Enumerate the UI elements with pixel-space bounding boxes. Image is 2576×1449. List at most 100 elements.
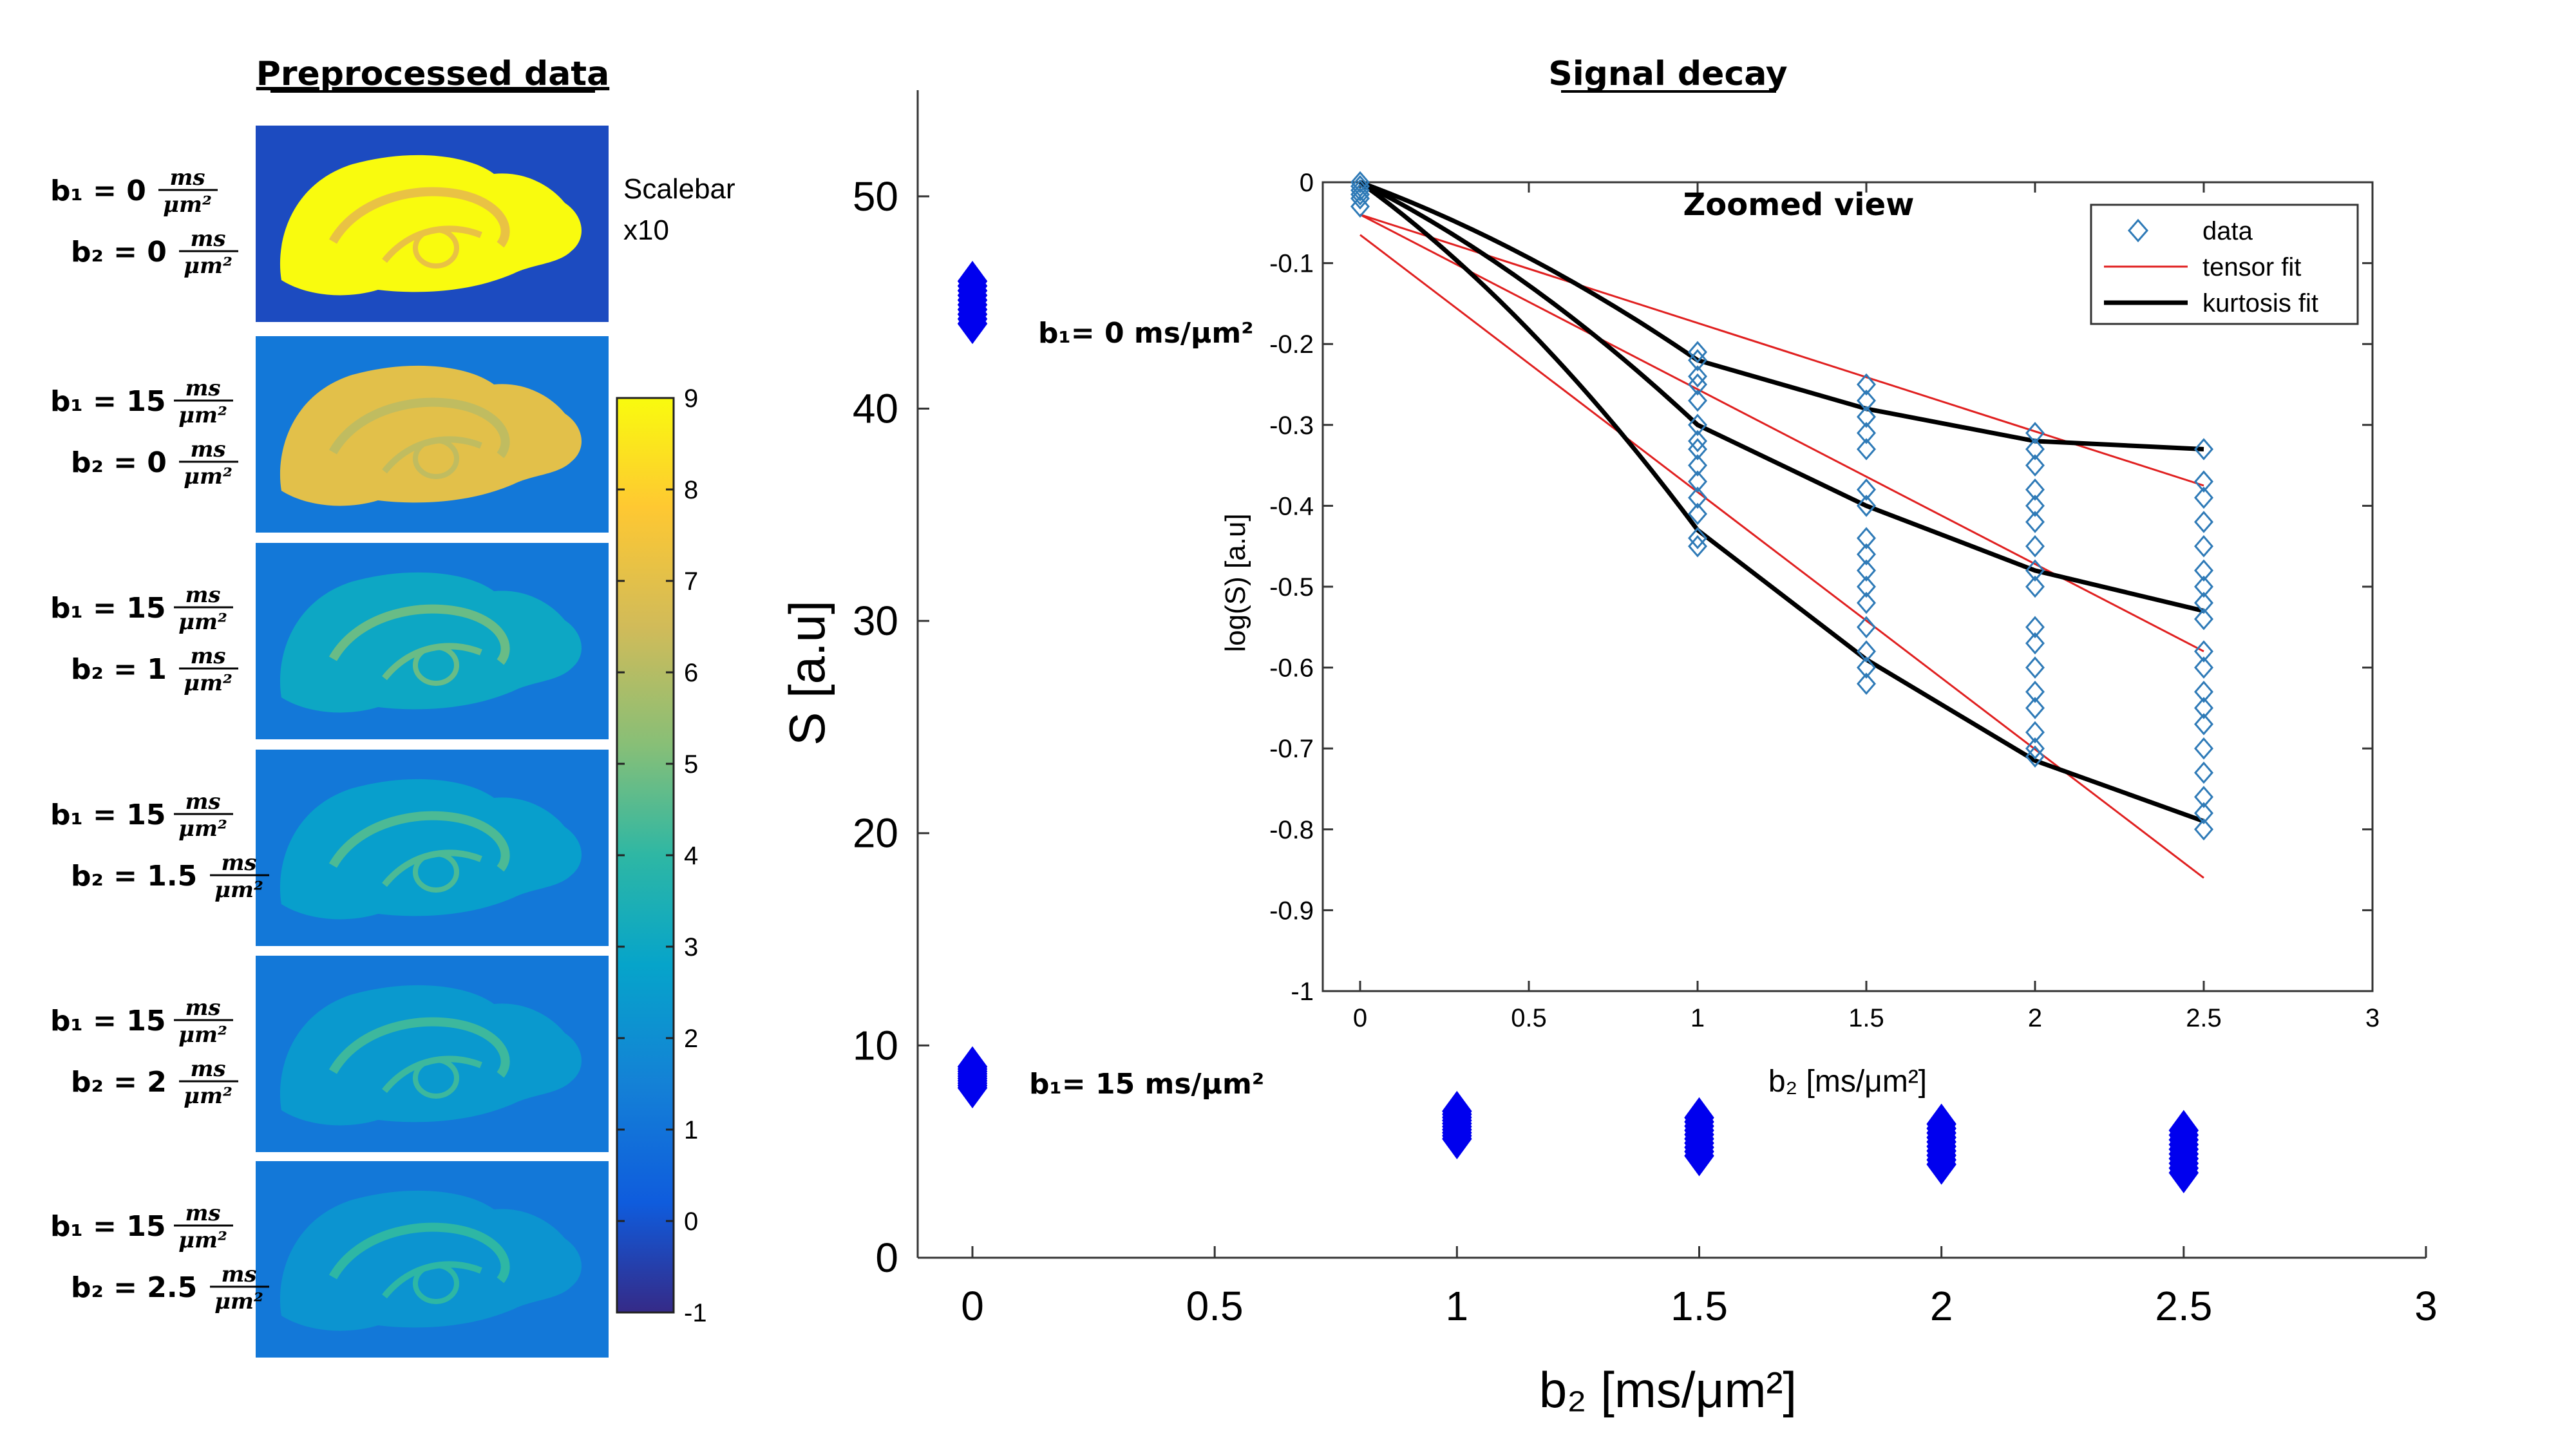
inset-data-point bbox=[2194, 680, 2213, 703]
inset-ytick-label: -0.7 bbox=[1269, 735, 1314, 763]
inset-data-point bbox=[1857, 591, 1876, 614]
kurtosis-fit-line bbox=[1359, 180, 2204, 614]
inset-data-point bbox=[2194, 486, 2213, 509]
inset-data-point bbox=[2025, 721, 2045, 744]
inset-xtick-label: 0.5 bbox=[1511, 1004, 1547, 1032]
main-xtick-label: 0.5 bbox=[1186, 1283, 1244, 1329]
svg-text:ms: ms bbox=[221, 850, 256, 876]
inset-data-point bbox=[1857, 559, 1876, 582]
inset-xtick-label: 1.5 bbox=[1848, 1004, 1884, 1032]
main-xtick-label: 1 bbox=[1446, 1283, 1469, 1329]
main-xtick-label: 2 bbox=[1930, 1283, 1953, 1329]
inset-ytick-label: -0.8 bbox=[1269, 816, 1314, 844]
main-xtick-label: 3 bbox=[2414, 1283, 2438, 1329]
inset-data-point bbox=[2194, 607, 2213, 630]
inset-data-point bbox=[2025, 616, 2045, 639]
svg-text:μm²: μm² bbox=[214, 877, 263, 903]
colorbar-tick-label: 8 bbox=[684, 476, 698, 504]
inset-data-point bbox=[1688, 389, 1707, 412]
inset-data-point bbox=[1857, 656, 1876, 679]
kurtosis-fit-line bbox=[1359, 180, 2204, 451]
inset-ytick-label: -0.4 bbox=[1269, 492, 1314, 520]
panel-title-preprocessed: Preprocessed data bbox=[256, 55, 609, 93]
main-ytick-label: 0 bbox=[875, 1235, 898, 1281]
svg-text:μm²: μm² bbox=[178, 609, 227, 635]
inset-ytick-label: -1 bbox=[1291, 978, 1314, 1006]
inset-data-point bbox=[1688, 430, 1707, 453]
data-point bbox=[1684, 1097, 1714, 1139]
inset-data-point bbox=[1857, 527, 1876, 549]
inset-data-point bbox=[1688, 373, 1707, 396]
svg-text:b₁ = 15: b₁ = 15 bbox=[50, 799, 166, 831]
svg-text:ms: ms bbox=[185, 582, 220, 608]
main-ytick-label: 50 bbox=[853, 173, 898, 220]
annotation-b1-15: b₁= 15 ms/μm² bbox=[1029, 1068, 1264, 1101]
inset-xtick-label: 2 bbox=[2028, 1004, 2042, 1032]
inset-data-point bbox=[1688, 341, 1707, 364]
svg-text:μm²: μm² bbox=[184, 253, 232, 279]
inset-data-point bbox=[1857, 389, 1876, 412]
inset-data-point bbox=[2194, 470, 2213, 493]
svg-text:ms: ms bbox=[185, 375, 220, 401]
svg-text:μm²: μm² bbox=[163, 192, 212, 218]
svg-text:b₂ = 0: b₂ = 0 bbox=[71, 446, 167, 479]
svg-text:b₂ = 0: b₂ = 0 bbox=[71, 236, 167, 269]
data-point bbox=[957, 260, 988, 302]
inset-data-point bbox=[2025, 422, 2045, 444]
inset-data-point bbox=[2025, 535, 2045, 558]
inset-data-point bbox=[1857, 495, 1876, 517]
svg-text:b₂ = 2.5: b₂ = 2.5 bbox=[71, 1271, 197, 1304]
kurtosis-fit-line bbox=[1358, 180, 2205, 824]
inset-data-point bbox=[2025, 478, 2045, 501]
svg-text:ms: ms bbox=[190, 226, 225, 252]
data-point bbox=[1926, 1103, 1956, 1145]
inset-data-point bbox=[2194, 640, 2213, 663]
inset-data-point bbox=[1857, 575, 1876, 598]
inset-ytick-label: -0.5 bbox=[1269, 573, 1314, 601]
inset-data-point bbox=[2194, 559, 2213, 582]
inset-data-point bbox=[2194, 802, 2213, 824]
inset-data-point bbox=[1350, 183, 1370, 206]
inset-data-point bbox=[2194, 438, 2213, 460]
inset-data-point bbox=[1857, 405, 1876, 428]
inset-data-point bbox=[1350, 179, 1370, 202]
image-slice bbox=[256, 543, 609, 739]
svg-text:b₂ = 2: b₂ = 2 bbox=[71, 1066, 167, 1099]
inset-data-point bbox=[1350, 195, 1370, 218]
svg-text:μm²: μm² bbox=[178, 1227, 227, 1253]
main-ylabel: S [a.u] bbox=[779, 600, 835, 745]
inset-data-point bbox=[2194, 697, 2213, 719]
inset-data-point bbox=[1350, 187, 1370, 210]
svg-text:b₁ = 15: b₁ = 15 bbox=[50, 592, 166, 625]
colorbar-tick-label: 0 bbox=[684, 1208, 698, 1236]
svg-text:b₂ = 1.5: b₂ = 1.5 bbox=[71, 860, 197, 893]
svg-text:ms: ms bbox=[190, 1056, 225, 1082]
image-slice bbox=[256, 1161, 609, 1358]
svg-text:μm²: μm² bbox=[214, 1289, 263, 1314]
svg-text:μm²: μm² bbox=[184, 670, 232, 696]
inset-legend: data tensor fit kurtosis fit bbox=[2090, 204, 2359, 325]
inset-ytick-label: -0.1 bbox=[1269, 250, 1314, 278]
inset-data-point bbox=[1688, 349, 1707, 372]
annotation-b1-0: b₁= 0 ms/μm² bbox=[1038, 317, 1254, 350]
main-ytick-label: 40 bbox=[853, 385, 898, 431]
inset-data-point bbox=[1688, 470, 1707, 493]
svg-text:μm²: μm² bbox=[178, 402, 227, 428]
legend-data-label: data bbox=[2202, 217, 2253, 245]
colorbar-tick-label: 2 bbox=[684, 1025, 698, 1053]
inset-ytick-label: -0.9 bbox=[1269, 896, 1314, 925]
image-slice bbox=[256, 336, 609, 533]
scalebar-label: Scalebar bbox=[623, 173, 735, 205]
inset-data-point bbox=[1688, 454, 1707, 477]
legend-data-marker bbox=[2128, 218, 2148, 243]
inset-data-point bbox=[1688, 365, 1707, 388]
svg-text:ms: ms bbox=[185, 789, 220, 815]
svg-text:ms: ms bbox=[185, 1200, 220, 1226]
inset-data-point bbox=[2194, 786, 2213, 808]
main-ytick-label: 20 bbox=[853, 810, 898, 857]
